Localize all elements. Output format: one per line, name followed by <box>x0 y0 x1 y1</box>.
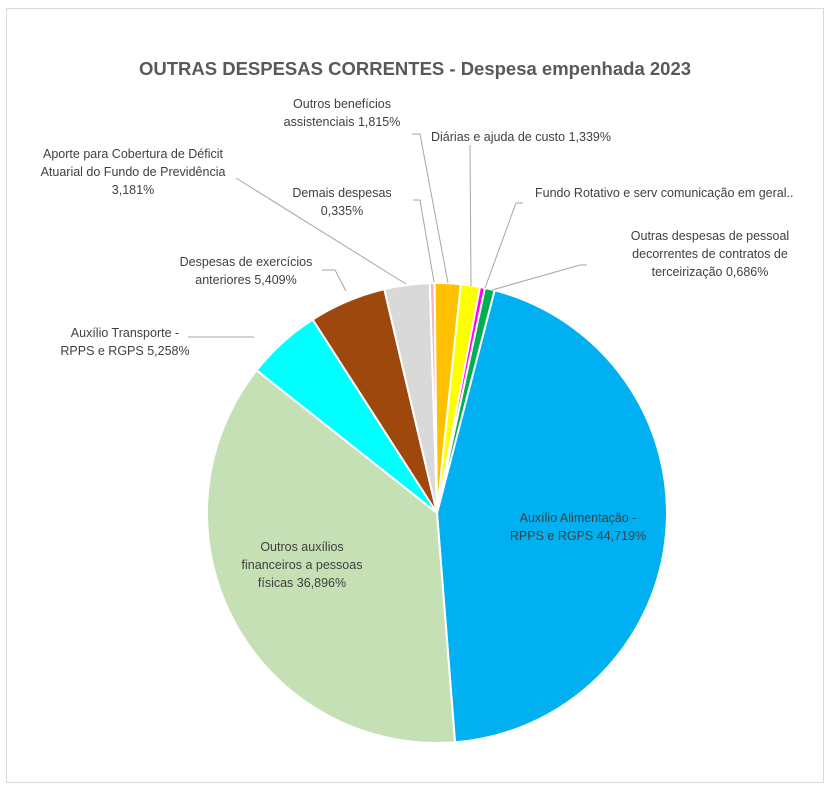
leader-line <box>413 199 435 283</box>
slice-label-line: decorrentes de contratos de <box>632 247 788 261</box>
leader-line <box>412 133 449 284</box>
slice-label: Demais despesas 0,335% <box>292 186 391 218</box>
slice-label: Auxílio Transporte - RPPS e RGPS 5,258% <box>60 326 189 358</box>
slice-label-line: terceirização 0,686% <box>652 265 769 279</box>
leader-line <box>235 177 407 285</box>
slice-label-line: 3,181% <box>112 183 154 197</box>
leader-line <box>469 144 472 287</box>
slice-label-line: Fundo Rotativo e serv comunicação em ger… <box>535 186 793 200</box>
slice-label-line: Aporte para Cobertura de Déficit <box>43 147 223 161</box>
slice-label: Aporte para Cobertura de Déficit Atuarial… <box>41 147 226 197</box>
slice-label-line: Diárias e ajuda de custo 1,339% <box>431 130 611 144</box>
slice-label-line: 0,335% <box>321 204 363 218</box>
leader-line <box>484 202 523 289</box>
leader-line <box>491 264 587 291</box>
slice-label-line: RPPS e RGPS 5,258% <box>60 344 189 358</box>
slice-label: Despesas de exercícios anteriores 5,409% <box>180 255 313 287</box>
slice-label-line: RPPS e RGPS 44,719% <box>510 529 646 543</box>
slice-label-line: financeiros a pessoas <box>242 558 363 572</box>
pie-slice <box>206 368 457 744</box>
slice-label-line: Despesas de exercícios <box>180 255 313 269</box>
slice-label-line: Outros auxílios <box>260 540 343 554</box>
slice-label-line: Auxílio Alimentação - <box>520 511 637 525</box>
chart-title: OUTRAS DESPESAS CORRENTES - Despesa empe… <box>138 58 692 79</box>
slice-label: Diárias e ajuda de custo 1,339% <box>431 130 611 144</box>
slice-label-line: Demais despesas <box>292 186 391 200</box>
slice-label: Outras despesas de pessoal decorrentes de… <box>631 229 789 279</box>
pie-slice <box>436 286 496 514</box>
slice-label-line: Auxílio Transporte - <box>71 326 179 340</box>
slice-label: Outros benefícios assistenciais 1,815% <box>284 97 401 129</box>
slice-label: Outros auxílios financeiros a pessoas físi… <box>242 540 363 590</box>
leader-line <box>322 269 347 292</box>
slice-label: Fundo Rotativo e serv comunicação em ger… <box>535 186 793 200</box>
pie-slice <box>435 289 668 744</box>
slice-label-line: Outros benefícios <box>293 97 391 111</box>
slice-label: Auxílio Alimentação - RPPS e RGPS 44,719% <box>510 511 646 543</box>
slice-label-line: Atuarial do Fundo de Previdência <box>41 165 226 179</box>
slice-label-line: físicas 36,896% <box>258 576 346 590</box>
slice-label-line: anteriores 5,409% <box>195 273 296 287</box>
slice-label-line: Outras despesas de pessoal <box>631 229 789 243</box>
slice-label-line: assistenciais 1,815% <box>284 115 401 129</box>
